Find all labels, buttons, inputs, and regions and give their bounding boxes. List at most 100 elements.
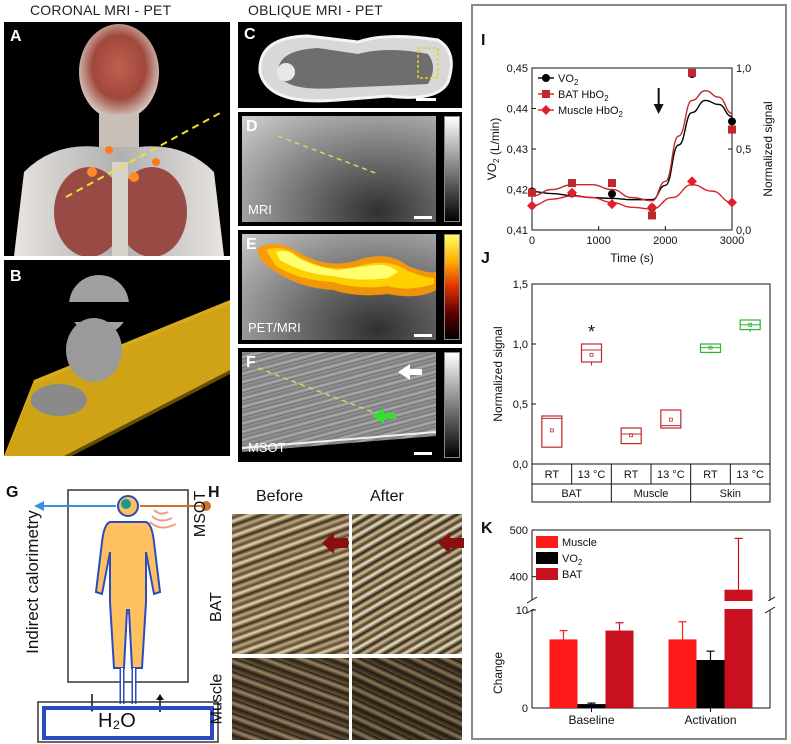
- chart-j-group-label: BAT: [561, 488, 582, 500]
- panel-a-coronal-image: A: [4, 22, 230, 256]
- h2o-label: H₂O: [98, 710, 136, 732]
- chart-i-point-muscle: [527, 200, 537, 211]
- green-arrow-icon: [372, 408, 396, 424]
- coronal-body-render: [14, 24, 224, 256]
- msot-bat-after: [352, 514, 462, 654]
- chart-i-y2tick-label: 0,0: [736, 225, 751, 237]
- pet-overlay: [257, 243, 436, 297]
- chart-j-ytick-label: 0,5: [513, 399, 528, 411]
- chart-k-ytick-label: 10: [516, 605, 528, 617]
- chart-k-legend-swatch: [536, 552, 558, 564]
- chart-j-category-label: 13 °C: [736, 469, 764, 481]
- chart-j-mean: [708, 345, 713, 350]
- panel-label-j: J: [481, 250, 490, 267]
- chart-j-box: [580, 343, 603, 363]
- chart-i-point-vo2: [608, 189, 616, 198]
- chart-j-category-label: RT: [545, 469, 560, 481]
- tag-msot: MSOT: [248, 440, 286, 455]
- chart-k-ytick-label: 0: [522, 703, 528, 715]
- chart-k-ylabel: Change: [491, 652, 505, 694]
- pet-colorbar: [444, 234, 460, 340]
- chart-j-ytick-label: 1,0: [513, 339, 528, 351]
- panel-label-d: D: [246, 118, 258, 135]
- chart-j-mean: [629, 433, 634, 438]
- chart-j-category-label: RT: [703, 469, 718, 481]
- tag-petmri: PET/MRI: [248, 320, 301, 335]
- mri-image: [242, 116, 436, 222]
- chart-i-point-bat: [608, 179, 616, 188]
- chart-k-break-mark: [526, 596, 538, 604]
- chart-i-ytick-label: 0,42: [507, 185, 528, 197]
- chart-i-y2label: Normalized signal: [761, 101, 775, 196]
- chart-k-legend-label: BAT: [562, 569, 583, 581]
- panel-label-b: B: [10, 268, 22, 285]
- chart-j-group-label: Muscle: [634, 488, 669, 500]
- chart-i-ytick-label: 0,43: [507, 144, 528, 156]
- chart-i-point-bat: [528, 188, 536, 197]
- chart-j-category-label: RT: [624, 469, 639, 481]
- chart-j-boxplot: 0,0 0,5 1,0 1,5 Normalized signal RT 13 °C RT 13…: [491, 279, 771, 503]
- panel-label-g: G: [6, 484, 19, 501]
- chart-i-legend-label-bat: BAT HbO2: [558, 89, 609, 103]
- chart-i-point-muscle: [647, 202, 657, 213]
- chart-k-category-label: Baseline: [568, 713, 614, 727]
- chart-k-bar-continuation: [724, 610, 753, 613]
- panel-label-c: C: [244, 26, 256, 43]
- tag-mri: MRI: [248, 202, 272, 217]
- oblique-header: OBLIQUE MRI - PET: [248, 2, 383, 18]
- chart-j-significance: *: [588, 322, 595, 342]
- label-msot-h: MSOT: [192, 490, 210, 538]
- chart-i-xtick-label: 3000: [720, 235, 744, 247]
- chart-i-legend-label-vo2: VO2: [558, 73, 579, 87]
- chart-k-bar: [696, 659, 725, 708]
- human-figure: [94, 495, 162, 669]
- chart-j-axes: [531, 283, 771, 465]
- chart-k-break-mark: [764, 606, 776, 614]
- chart-i-point-vo2: [728, 117, 736, 126]
- chart-i-fit-muscle: [531, 183, 733, 210]
- label-before: Before: [256, 488, 304, 505]
- chart-j-ylabel: Normalized signal: [491, 326, 505, 421]
- chart-j-box: [699, 343, 722, 353]
- chart-i-ytick-label: 0,44: [507, 104, 528, 116]
- calorimetry-diagram: [34, 489, 219, 743]
- panel-c-axial-image: C: [238, 22, 462, 108]
- chart-i-xlabel: Time (s): [610, 251, 654, 265]
- chart-i-y2tick-label: 0,5: [736, 144, 751, 156]
- panel-label-f: F: [246, 354, 256, 371]
- msot-colorbar: [444, 352, 460, 458]
- chart-k-legend-swatch: [536, 536, 558, 548]
- chart-i-arrow-head: [653, 104, 664, 114]
- chart-i-vo2: 0 1000 2000 3000 0,41 0,42 0,43 0,44 0,45 0,0 0,5 1…: [485, 63, 775, 265]
- charts-frame: [471, 4, 787, 740]
- chart-i-xtick-label: 1000: [586, 235, 610, 247]
- label-after: After: [370, 488, 404, 505]
- chart-j-mean: [549, 428, 554, 433]
- chart-i-ylabel: VO2 (L/min): [485, 118, 502, 180]
- chart-k-category-label: Activation: [684, 713, 736, 727]
- axial-slice-render: [258, 34, 453, 103]
- chart-j-ytick-label: 1,5: [513, 279, 528, 291]
- panel-d-mri: MRI D: [238, 112, 462, 226]
- white-arrow-icon: [398, 364, 422, 380]
- chart-k-bar: [605, 630, 634, 708]
- red-arrow-before-icon: [322, 532, 348, 554]
- panel-e-petmri: PET/MRI E: [238, 230, 462, 344]
- red-arrow-after-icon: [438, 532, 464, 554]
- msot-muscle-before: [232, 658, 349, 740]
- chart-i-point-muscle: [727, 197, 737, 208]
- chart-i-point-bat: [568, 179, 576, 188]
- panel-label-a: A: [10, 28, 22, 45]
- scalebar-e: [414, 334, 432, 337]
- panel-label-h: H: [208, 484, 220, 501]
- chart-j-mean: [668, 417, 673, 422]
- chart-j-box: [660, 409, 682, 429]
- chart-k-bar: [549, 639, 578, 708]
- chart-i-point-muscle: [687, 176, 697, 187]
- chart-i-point-bat: [728, 125, 736, 134]
- label-bat-h: BAT: [207, 592, 225, 622]
- chart-j-box: [541, 415, 563, 448]
- chart-i-legend-marker-muscle: [541, 105, 551, 115]
- chart-i-legend-label-muscle: Muscle HbO2: [558, 105, 624, 119]
- chart-i-point-muscle: [607, 199, 617, 210]
